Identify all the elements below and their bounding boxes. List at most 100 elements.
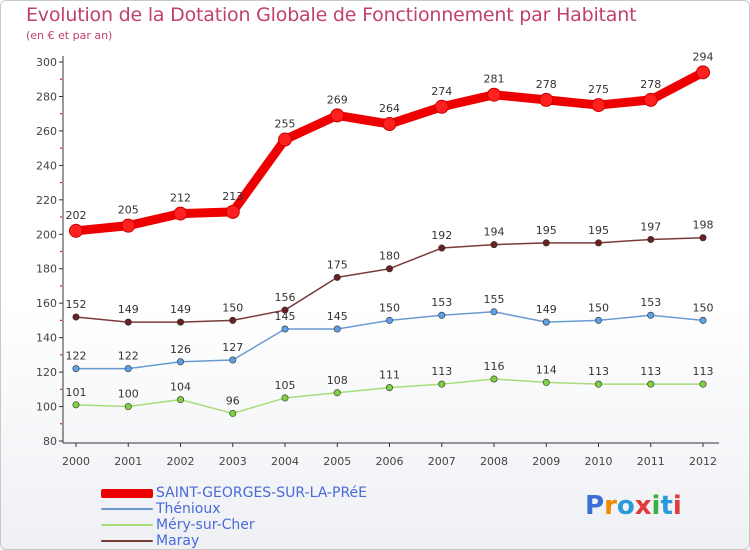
y-tick-label: 120 (36, 366, 57, 379)
data-point (542, 318, 550, 326)
data-label: 104 (170, 381, 191, 394)
data-point (229, 409, 237, 417)
legend-item: Méry-sur-Cher (101, 517, 431, 533)
data-label: 108 (327, 374, 348, 387)
data-label: 100 (118, 388, 139, 401)
legend-item: SAINT-GEORGES-SUR-LA-PRéE (101, 485, 431, 501)
data-point (487, 87, 501, 102)
data-point (647, 380, 655, 388)
series-line (71, 67, 708, 236)
y-tick-label: 140 (36, 332, 57, 345)
data-label: 149 (118, 303, 139, 316)
data-label: 278 (640, 78, 661, 91)
legend-item: Maray (101, 533, 431, 549)
data-label: 255 (275, 118, 296, 131)
data-point (229, 316, 237, 324)
data-label: 192 (431, 229, 452, 242)
legend-item: Thénioux (101, 501, 431, 517)
data-label: 281 (484, 73, 505, 86)
logo-letter: o (616, 491, 635, 521)
data-point (490, 241, 498, 249)
y-tick-label: 260 (36, 125, 57, 138)
data-point (72, 365, 80, 373)
data-label: 278 (536, 78, 557, 91)
x-tick-label: 2010 (585, 455, 613, 468)
data-label: 149 (536, 303, 557, 316)
legend-label: Thénioux (156, 501, 221, 517)
data-label: 113 (431, 365, 452, 378)
data-point (542, 378, 550, 386)
y-tick-label: 220 (36, 194, 57, 207)
data-point (177, 318, 185, 326)
data-label: 156 (275, 291, 296, 304)
data-label: 127 (222, 341, 243, 354)
data-label: 145 (275, 310, 296, 323)
data-point (229, 356, 237, 364)
data-label: 153 (431, 296, 452, 309)
data-label: 198 (693, 219, 714, 232)
data-point (330, 108, 345, 123)
data-point (542, 239, 550, 247)
data-point (177, 396, 185, 404)
data-point (539, 92, 554, 107)
data-label: 180 (379, 250, 400, 263)
data-label: 150 (379, 301, 400, 314)
data-labels-layer: 152 149 149 150 156 175 180 192 194 195 195 197 198 1… (66, 50, 714, 407)
data-label: 122 (66, 350, 87, 363)
data-point (643, 92, 658, 107)
data-point (72, 401, 80, 409)
data-label: 111 (379, 369, 400, 382)
data-label: 145 (327, 310, 348, 323)
data-label: 114 (536, 363, 557, 376)
data-label: 152 (66, 298, 87, 311)
x-tick-label: 2002 (167, 455, 195, 468)
y-tick-label: 300 (36, 56, 57, 69)
data-label: 195 (588, 224, 609, 237)
y-tick-label: 200 (36, 228, 57, 241)
y-tick-label: 100 (36, 401, 57, 414)
data-label: 294 (693, 50, 714, 63)
legend-label: Maray (156, 533, 200, 549)
data-point (124, 365, 132, 373)
logo-letter: x (634, 491, 652, 521)
data-point (594, 380, 602, 388)
x-tick-label: 2011 (637, 455, 665, 468)
series-layer (69, 65, 710, 417)
chart-subtitle: (en € et par an) (26, 29, 113, 42)
data-point (124, 403, 132, 411)
data-label: 175 (327, 258, 348, 271)
data-point (382, 117, 397, 132)
y-tick-label: 280 (36, 90, 57, 103)
data-label: 275 (588, 83, 609, 96)
legend-label: Méry-sur-Cher (156, 517, 255, 533)
data-point (699, 316, 707, 324)
y-tick-label: 160 (36, 297, 57, 310)
data-point (281, 325, 289, 333)
data-label: 264 (379, 102, 400, 115)
data-point (385, 265, 393, 273)
data-point (438, 311, 446, 319)
legend-label: SAINT-GEORGES-SUR-LA-PRéE (156, 485, 368, 501)
data-label: 116 (484, 360, 505, 373)
data-point (278, 132, 292, 147)
data-point (647, 311, 655, 319)
data-point (281, 306, 289, 314)
data-label: 105 (275, 379, 296, 392)
data-label: 150 (693, 301, 714, 314)
data-label: 155 (484, 293, 505, 306)
data-point (438, 244, 446, 252)
legend-swatch (101, 524, 153, 526)
logo-letter: i (651, 491, 661, 521)
data-point (699, 234, 707, 242)
data-point (333, 273, 341, 281)
data-point (594, 316, 602, 324)
data-label: 153 (640, 296, 661, 309)
data-point (72, 313, 80, 321)
x-tick-label: 2003 (219, 455, 247, 468)
data-label: 122 (118, 350, 139, 363)
data-point (438, 380, 446, 388)
data-point (594, 239, 602, 247)
data-label: 194 (484, 226, 505, 239)
proxiti-logo: Proxiti (585, 491, 682, 521)
data-point (69, 223, 83, 238)
